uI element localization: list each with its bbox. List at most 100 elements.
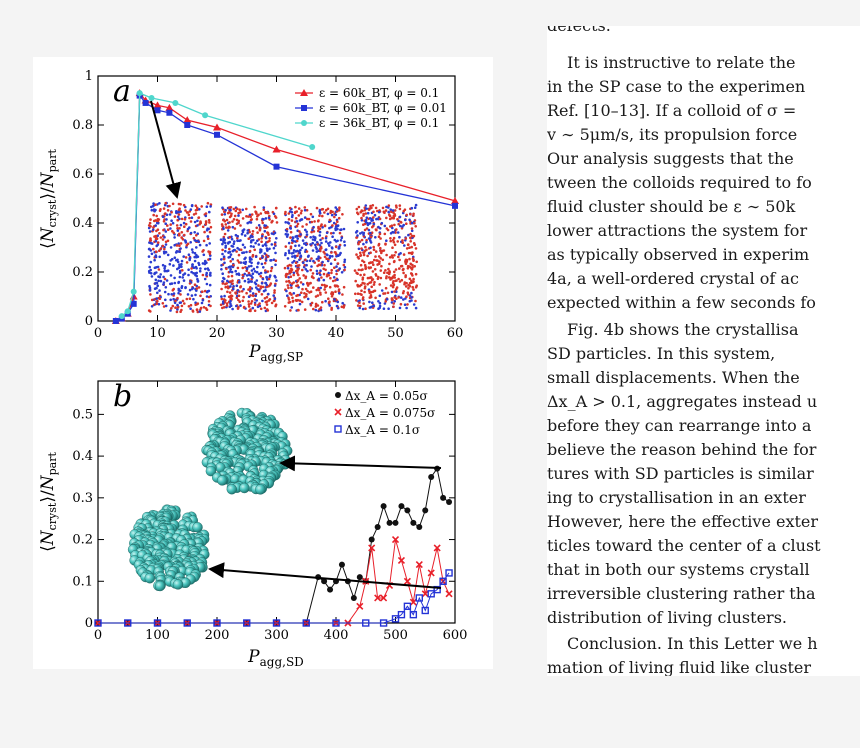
crystal-snapshot-4 xyxy=(353,203,419,311)
panel-a-ytick-label: 0 xyxy=(85,314,93,329)
panel-a-chart: 0 10 20 30 40 50 60 0 0.2 0.4 0.6 0.8 1 a ε = 60k_BT… xyxy=(38,69,463,364)
text-line: distribution of living clusters. xyxy=(547,608,787,627)
panel-b-point-0 xyxy=(404,507,411,514)
panel-b-legend-marker xyxy=(334,425,342,433)
panel-b-xtick-label: 600 xyxy=(443,628,468,643)
panel-b-legend-label: Δx_A = 0.075σ xyxy=(345,406,435,420)
panel-a-legend: ε = 60k_BT, φ = 0.1ε = 60k_BT, φ = 0.01ε… xyxy=(295,86,447,130)
panel-a-ticks: 0 10 20 30 40 50 60 0 0.2 0.4 0.6 0.8 1 xyxy=(72,69,463,341)
panel-b-point-2 xyxy=(124,619,132,627)
panel-b-point-2 xyxy=(243,619,251,627)
panel-b-point-1 xyxy=(427,569,435,577)
panel-a-point-0 xyxy=(165,103,174,111)
panel-b-point-0 xyxy=(368,536,375,543)
text-line: believe the reason behind the for xyxy=(547,440,817,459)
panel-b-point-2 xyxy=(272,619,281,627)
panel-a-snapshots xyxy=(147,201,419,314)
panel-b-point-2 xyxy=(439,577,447,585)
panel-b-cluster-snapshots xyxy=(127,407,293,592)
text-line: v ∼ 5μm/s, its propulsion force xyxy=(547,125,798,144)
panel-b-ticks: 0 100 200 300 400 500 600 0 0.1 0.2 0.3 0.4 0.5 xyxy=(72,381,467,643)
panel-b-point-2 xyxy=(302,619,310,627)
panel-a-xtick-label: 40 xyxy=(328,326,345,341)
panel-a-point-2 xyxy=(136,90,143,97)
crystal-snapshot-3 xyxy=(283,205,347,313)
cluster-snapshot-upper xyxy=(201,407,293,495)
panel-b-point-0 xyxy=(350,594,357,601)
panel-b-point-2 xyxy=(433,585,441,594)
panel-b-point-2 xyxy=(94,619,102,627)
panel-b-ytick-label: 0.4 xyxy=(72,449,93,464)
panel-b-point-0 xyxy=(446,499,453,505)
panel-a-point-2 xyxy=(172,99,179,106)
text-line: small displacements. When the xyxy=(547,368,800,387)
panel-a-legend-label: ε = 36k_BT, φ = 0.1 xyxy=(319,116,439,130)
panel-a-series-line-2 xyxy=(121,92,313,317)
panel-b-point-0 xyxy=(327,586,334,593)
text-line: as typically observed in experim xyxy=(547,245,810,264)
panel-b-xtick-label: 0 xyxy=(94,628,102,643)
panel-a-xlabel: Pagg,SP xyxy=(248,342,303,364)
panel-b-point-1 xyxy=(368,544,376,552)
panel-a-legend-marker xyxy=(300,89,308,96)
panel-b-xtick-label: 200 xyxy=(205,628,230,643)
panel-b-point-1 xyxy=(380,594,388,602)
panel-a-ytick-label: 0.4 xyxy=(72,216,93,231)
panel-b-arrow-lower xyxy=(208,562,442,589)
panel-a-legend-label: ε = 60k_BT, φ = 0.1 xyxy=(319,86,439,100)
crystal-snapshot-1 xyxy=(147,201,213,314)
panel-b-point-2 xyxy=(409,610,418,619)
paper-text-column: defects. It is instructive to relate the i… xyxy=(547,26,860,676)
text-line: It is instructive to relate the xyxy=(567,53,796,72)
text-line: expected within a few seconds fo xyxy=(547,293,816,312)
panel-a-point-2 xyxy=(148,95,155,102)
panel-b-xtick-label: 300 xyxy=(264,628,289,643)
panel-b-point-0 xyxy=(338,561,345,568)
panel-b-ytick-label: 0.3 xyxy=(72,491,93,506)
panel-b-point-2 xyxy=(397,610,406,619)
text-line: lower attractions the system for xyxy=(547,221,808,240)
text-line: ticles toward the center of a clust xyxy=(547,536,821,555)
text-line: tures with SD particles is similar xyxy=(547,464,814,483)
text-line: 4a, a well-ordered crystal of ac xyxy=(547,269,799,288)
panel-a-ytick-label: 0.6 xyxy=(72,167,93,182)
panel-a-point-1 xyxy=(130,300,137,307)
panel-a-point-2 xyxy=(124,308,131,315)
panel-b-xtick-label: 100 xyxy=(145,628,170,643)
panel-b-point-0 xyxy=(374,524,381,531)
panel-b-legend: Δx_A = 0.05σ Δx_A = 0.075σ Δx_A = 0.1σ xyxy=(334,389,435,437)
panel-a-ytick-label: 0.8 xyxy=(72,118,93,133)
panel-b-point-1 xyxy=(433,544,441,552)
panel-b-legend-marker xyxy=(334,408,342,416)
panel-b-point-1 xyxy=(409,598,417,606)
panel-a-point-0 xyxy=(272,145,281,153)
panel-b-point-0 xyxy=(386,519,393,526)
panel-b-xlabel: Pagg,SD xyxy=(247,647,304,669)
panel-a-xtick-label: 0 xyxy=(94,326,102,341)
text-line: Our analysis suggests that the xyxy=(547,149,794,168)
panel-b-point-2 xyxy=(332,619,340,627)
panel-a-point-2 xyxy=(309,144,316,151)
text-line: mation of living fluid like cluster xyxy=(547,658,811,676)
panel-b-point-2 xyxy=(183,619,191,627)
panel-b-point-0 xyxy=(440,494,447,501)
panel-b-point-0 xyxy=(416,524,423,531)
panel-b-xtick-label: 400 xyxy=(324,628,349,643)
panel-a-legend-label: ε = 60k_BT, φ = 0.01 xyxy=(319,101,447,115)
panel-b-point-2 xyxy=(362,619,370,627)
panel-a-point-1 xyxy=(142,99,149,106)
panel-b-point-2 xyxy=(427,590,435,598)
panel-b-series xyxy=(94,465,453,627)
panel-b-point-2 xyxy=(213,619,221,627)
text-line: Ref. [10–13]. If a colloid of σ = xyxy=(547,101,797,120)
text-line: defects. xyxy=(547,26,611,36)
panel-b-xtick-label: 500 xyxy=(383,628,408,643)
panel-a-point-1 xyxy=(154,107,161,114)
panel-a-point-2 xyxy=(202,112,209,119)
panel-b-point-1 xyxy=(397,556,406,564)
panel-b-point-1 xyxy=(391,535,400,544)
text-line: before they can rearrange into a xyxy=(547,416,812,435)
panel-b-letter: b xyxy=(113,379,132,414)
text-line: irreversible clustering rather tha xyxy=(547,584,816,603)
